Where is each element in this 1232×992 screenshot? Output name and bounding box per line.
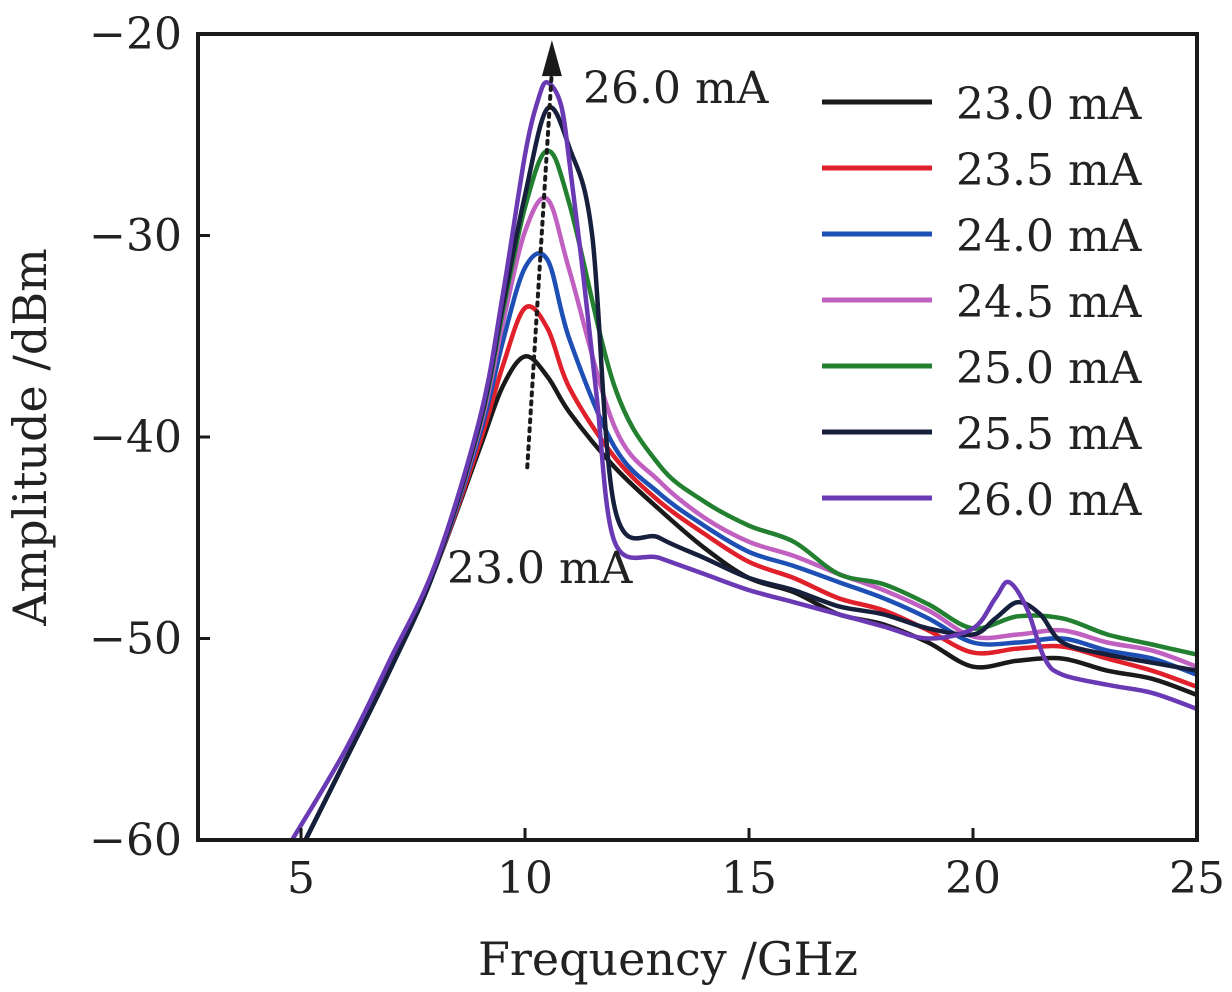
legend-label: 25.0 mA bbox=[956, 343, 1143, 394]
annotation-bottom-label: 23.0 mA bbox=[447, 543, 634, 594]
x-tick-label: 20 bbox=[945, 853, 1001, 904]
y-tick-label: −60 bbox=[89, 815, 182, 866]
legend-item: 23.5 mA bbox=[822, 145, 1143, 196]
y-tick-label: −50 bbox=[89, 614, 182, 665]
x-tick-label: 5 bbox=[287, 853, 315, 904]
legend-item: 23.0 mA bbox=[822, 79, 1143, 130]
legend: 23.0 mA 23.5 mA 24.0 mA 24.5 mA 25.0 mA 25.5 … bbox=[822, 79, 1143, 526]
annotation-arrow-head bbox=[541, 40, 562, 77]
legend-item: 24.5 mA bbox=[822, 277, 1143, 328]
y-axis-title: Amplitude /dBm bbox=[3, 248, 57, 626]
x-tick-label: 15 bbox=[721, 853, 777, 904]
legend-label: 24.5 mA bbox=[956, 277, 1143, 328]
annotation-arrow-shaft bbox=[525, 68, 554, 470]
annotation-layer: 26.0 mA 23.0 mA bbox=[447, 40, 770, 594]
legend-label: 26.0 mA bbox=[956, 475, 1143, 526]
series-layer bbox=[289, 80, 1197, 840]
x-tick-label: 25 bbox=[1169, 853, 1225, 904]
x-axis-title: Frequency /GHz bbox=[478, 932, 858, 986]
annotation-top-label: 26.0 mA bbox=[583, 63, 770, 114]
y-tick-label: −40 bbox=[89, 412, 182, 463]
axis-layer: 5 10 15 20 25 −60 −50 −40 −30 −20 bbox=[89, 9, 1225, 904]
legend-item: 25.5 mA bbox=[822, 409, 1143, 460]
legend-label: 25.5 mA bbox=[956, 409, 1143, 460]
legend-item: 24.0 mA bbox=[822, 211, 1143, 262]
legend-item: 25.0 mA bbox=[822, 343, 1143, 394]
series-line-6 bbox=[289, 80, 1197, 840]
legend-label: 23.0 mA bbox=[956, 79, 1143, 130]
y-tick-label: −20 bbox=[89, 9, 182, 60]
x-tick-label: 10 bbox=[497, 853, 553, 904]
legend-label: 23.5 mA bbox=[956, 145, 1143, 196]
legend-label: 24.0 mA bbox=[956, 211, 1143, 262]
legend-item: 26.0 mA bbox=[822, 475, 1143, 526]
y-tick-label: −30 bbox=[89, 211, 182, 262]
